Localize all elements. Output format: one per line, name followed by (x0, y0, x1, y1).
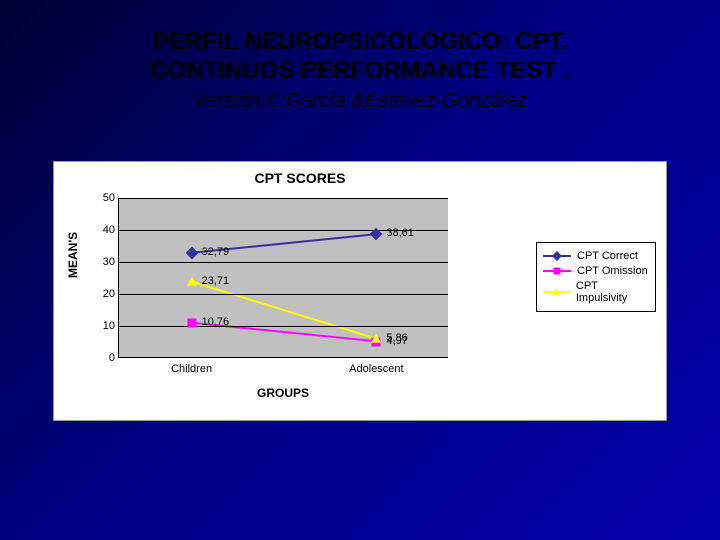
y-tick-label: 10 (91, 320, 119, 332)
data-marker (371, 333, 381, 342)
legend-swatch (543, 291, 570, 293)
title-subtitle: Versión,©:García &Estevez-González (0, 90, 720, 113)
data-label: 38,61 (386, 227, 414, 239)
x-tick-label: Adolescent (349, 357, 403, 375)
data-label: 10,76 (202, 316, 230, 328)
y-tick-label: 0 (91, 352, 119, 364)
legend: CPT Correct CPT Omission CPT Impulsivity (536, 242, 656, 312)
x-axis-label: GROUPS (118, 386, 448, 400)
gridline (119, 262, 448, 263)
legend-label: CPT Impulsivity (576, 280, 649, 304)
title-line-1: PERFIL NEUROPSICOLÓGICO: CPT. (0, 28, 720, 57)
y-axis-label: MEAN'S (66, 231, 80, 277)
gridline (119, 294, 448, 295)
plot-area: 01020304050ChildrenAdolescent32,7938,611… (118, 198, 448, 358)
y-tick-label: 40 (91, 224, 119, 236)
cpt-scores-chart: CPT SCORES MEAN'S GROUPS 0 10 20 30 40 50 Chil… (53, 161, 667, 421)
legend-item: CPT Correct (543, 250, 649, 262)
legend-swatch (543, 255, 571, 257)
x-tick-label: Children (171, 357, 212, 375)
data-label: 32,79 (202, 246, 230, 258)
data-label: 23,71 (202, 275, 230, 287)
title-block: PERFIL NEUROPSICOLÓGICO: CPT. CONTINUOS … (0, 0, 720, 113)
series-line (192, 281, 376, 338)
y-tick-label: 50 (91, 192, 119, 204)
title-line-2: CONTINUOS PERFORMANCE TEST . (0, 57, 720, 86)
legend-item: CPT Impulsivity (543, 280, 649, 304)
data-marker (187, 276, 197, 285)
legend-label: CPT Omission (577, 265, 648, 277)
y-tick-label: 20 (91, 288, 119, 300)
data-label: 5,86 (386, 332, 407, 344)
gridline (119, 326, 448, 327)
legend-item: CPT Omission (543, 265, 649, 277)
legend-label: CPT Correct (577, 250, 638, 262)
legend-swatch (543, 270, 571, 272)
gridline (119, 198, 448, 199)
data-marker (187, 319, 196, 328)
chart-title: CPT SCORES (54, 170, 546, 186)
y-tick-label: 30 (91, 256, 119, 268)
